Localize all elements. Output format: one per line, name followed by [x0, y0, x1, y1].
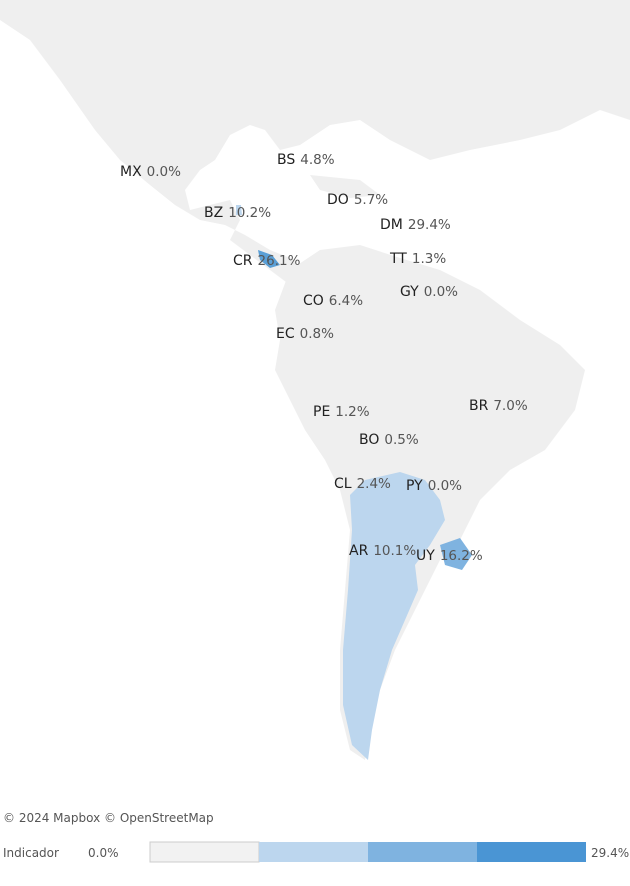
legend-step — [368, 842, 477, 862]
country-value: 29.4% — [408, 217, 451, 233]
country-code: BO — [359, 432, 379, 448]
country-value: 10.1% — [373, 543, 416, 559]
country-code: AR — [349, 543, 369, 559]
country-value: 0.0% — [147, 164, 181, 180]
costa-rica — [258, 250, 280, 268]
uruguay — [440, 538, 472, 570]
country-labels: MX 0.0% BS 4.8% DO 5.7% BZ 10.2% DM 29.4% CR 26.1% T… — [120, 152, 528, 564]
country-code: BZ — [204, 205, 223, 221]
argentina — [343, 472, 445, 760]
country-value: 16.2% — [440, 548, 483, 564]
greater-antilles — [310, 175, 380, 198]
legend-title: Indicador — [3, 846, 59, 860]
legend-step — [259, 842, 368, 862]
country-value: 6.4% — [329, 293, 363, 309]
country-code: MX — [120, 164, 142, 180]
highlighted-countries — [236, 205, 472, 760]
country-value: 2.4% — [357, 476, 391, 492]
legend-max: 29.4% — [591, 846, 629, 860]
country-value: 4.8% — [300, 152, 334, 168]
country-code: CR — [233, 253, 253, 269]
country-code: BR — [469, 398, 489, 414]
country-code: PY — [406, 478, 423, 494]
landmass — [0, 0, 630, 760]
country-value: 0.0% — [424, 284, 458, 300]
north-america — [0, 0, 630, 285]
legend-min: 0.0% — [88, 846, 119, 860]
belize — [236, 205, 242, 215]
country-code: GY — [400, 284, 419, 300]
country-value: 5.7% — [354, 192, 388, 208]
legend-bar — [149, 841, 586, 863]
country-code: DM — [380, 217, 403, 233]
country-value: 0.5% — [384, 432, 418, 448]
country-value: 26.1% — [258, 253, 301, 269]
country-code: DO — [327, 192, 349, 208]
country-code: TT — [389, 251, 407, 267]
country-value: 0.0% — [428, 478, 462, 494]
country-code: EC — [276, 326, 295, 342]
country-code: CO — [303, 293, 324, 309]
legend-step — [477, 842, 586, 862]
country-code: CL — [334, 476, 352, 492]
country-code: PE — [313, 404, 330, 420]
country-value: 7.0% — [493, 398, 527, 414]
country-code: BS — [277, 152, 295, 168]
attribution: © 2024 Mapbox © OpenStreetMap — [3, 811, 214, 825]
country-value: 1.2% — [335, 404, 369, 420]
country-value: 1.3% — [412, 251, 446, 267]
country-code: UY — [416, 548, 435, 564]
country-value: 0.8% — [300, 326, 334, 342]
legend-step — [149, 841, 260, 863]
country-value: 10.2% — [228, 205, 271, 221]
